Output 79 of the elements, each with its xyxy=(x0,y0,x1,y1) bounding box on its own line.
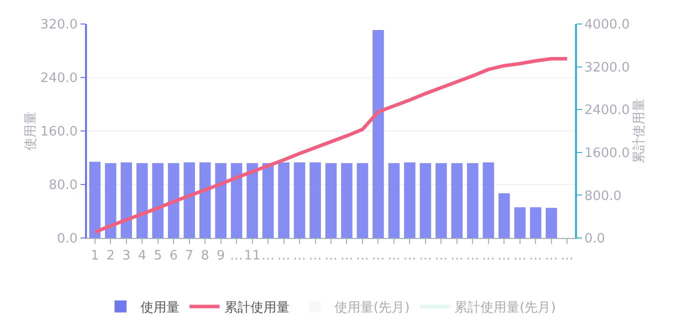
bar xyxy=(278,162,290,238)
x-tick-label: … xyxy=(560,248,574,264)
x-tick-label: 6 xyxy=(169,248,178,264)
bar xyxy=(530,207,542,238)
y-tick-label: 80.0 xyxy=(48,178,78,194)
y2-tick-label: 4000.0 xyxy=(584,18,630,33)
y-tick-label: 320.0 xyxy=(40,18,78,33)
bar xyxy=(372,30,384,238)
bar xyxy=(294,162,306,238)
y2-tick-label: 1600.0 xyxy=(584,146,630,161)
x-tick-label: 8 xyxy=(200,248,210,264)
x-tick-label: … xyxy=(230,248,244,264)
legend-label: 使用量 xyxy=(140,300,180,316)
x-tick-label: … xyxy=(513,248,526,264)
x-tick-label: 4 xyxy=(138,248,146,264)
x-tick-label: 3 xyxy=(122,248,130,264)
legend-label: 累計使用量 xyxy=(224,300,290,316)
x-tick-label: … xyxy=(356,248,369,264)
legend-label: 使用量(先月) xyxy=(334,300,410,316)
bar xyxy=(168,163,180,238)
bar xyxy=(184,162,195,238)
bar xyxy=(498,193,510,238)
x-tick-label: … xyxy=(372,248,385,264)
x-tick-label: … xyxy=(482,248,495,264)
bar xyxy=(262,163,274,238)
bar xyxy=(152,163,164,238)
x-tick-label: 7 xyxy=(185,248,194,264)
x-tick-label: … xyxy=(418,248,432,264)
x-tick-label: 2 xyxy=(106,248,115,264)
x-tick-label: … xyxy=(293,248,306,264)
x-tick-label: … xyxy=(324,248,338,264)
x-tick-label: … xyxy=(340,248,354,264)
bar xyxy=(388,163,400,238)
bar xyxy=(246,163,258,238)
x-tick-label: 5 xyxy=(154,248,162,264)
x-tick-label: … xyxy=(544,248,558,264)
bar xyxy=(467,163,478,238)
x-tick-label: … xyxy=(277,248,290,264)
y2-axis-title: 累計使用量 xyxy=(632,98,647,164)
x-tick-label: … xyxy=(450,248,464,264)
bar xyxy=(514,207,526,238)
legend-label: 累計使用量(先月) xyxy=(454,300,556,316)
bar xyxy=(482,162,494,238)
y2-tick-label: 2400.0 xyxy=(584,103,630,118)
bar xyxy=(451,163,463,238)
bar xyxy=(420,163,432,238)
bar xyxy=(356,163,368,238)
bar xyxy=(404,162,416,238)
bar xyxy=(325,163,337,238)
y2-tick-label: 800.0 xyxy=(584,188,622,204)
bar xyxy=(341,163,352,238)
bar xyxy=(230,163,242,238)
bar xyxy=(215,163,226,238)
y2-tick-label: 0.0 xyxy=(584,232,606,247)
y2-tick-label: 3200.0 xyxy=(584,60,630,76)
x-tick-label: … xyxy=(466,248,480,264)
x-tick-label: … xyxy=(387,248,400,264)
bar xyxy=(436,163,447,238)
bar xyxy=(120,162,132,238)
y-tick-label: 160.0 xyxy=(40,124,78,140)
x-tick-label: 1 xyxy=(90,248,100,264)
line-series xyxy=(93,57,569,234)
bar xyxy=(104,163,116,238)
bar xyxy=(89,162,101,238)
x-tick-label: … xyxy=(529,248,542,264)
bar xyxy=(199,162,211,238)
x-tick-label: … xyxy=(403,248,416,264)
bar xyxy=(546,208,558,238)
y-tick-label: 240.0 xyxy=(40,71,78,86)
y-axis-title: 使用量 xyxy=(23,112,38,150)
x-tick-label: 9 xyxy=(216,248,225,264)
x-tick-label: … xyxy=(262,248,275,264)
x-tick-label: … xyxy=(498,248,511,264)
x-tick-label: … xyxy=(308,248,322,264)
y-tick-label: 0.0 xyxy=(56,232,78,247)
x-tick-label: 11 xyxy=(244,248,261,264)
bar xyxy=(310,162,321,238)
x-tick-label: … xyxy=(434,248,448,264)
bar xyxy=(136,163,148,238)
